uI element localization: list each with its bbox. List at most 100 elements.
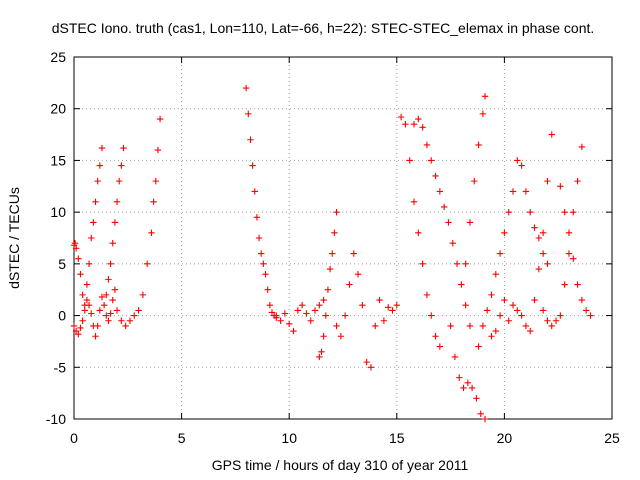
data-point [120, 144, 127, 152]
data-point [88, 234, 95, 242]
data-point [462, 260, 469, 268]
data-point [535, 234, 543, 242]
data-point [436, 343, 444, 350]
data-point [574, 177, 581, 185]
data-point [440, 203, 448, 211]
data-series [410, 115, 474, 330]
data-point [148, 229, 155, 237]
data-point [85, 302, 93, 309]
data-point [447, 322, 454, 330]
data-point [496, 312, 504, 319]
data-series [113, 115, 164, 330]
data-point [518, 162, 525, 169]
data-point [451, 353, 459, 361]
data-point [458, 281, 465, 288]
data-point [527, 327, 534, 335]
data-point [544, 260, 551, 268]
data-point [561, 208, 568, 216]
data-point [326, 265, 334, 273]
data-point [260, 260, 267, 268]
data-point [466, 322, 474, 330]
data-point [539, 307, 547, 314]
data-point [501, 229, 508, 237]
data-point [320, 296, 327, 304]
data-point [70, 322, 78, 330]
data-point [531, 224, 538, 231]
data-point [432, 333, 439, 340]
data-point [245, 110, 252, 118]
data-point [468, 384, 476, 392]
data-series [70, 144, 106, 309]
data-point [548, 131, 555, 138]
data-point [587, 312, 594, 319]
data-point [432, 172, 439, 180]
data-point [150, 198, 157, 205]
data-point [488, 291, 495, 299]
data-point [535, 265, 543, 273]
data-series [557, 183, 594, 319]
x-tick-label: 10 [281, 430, 297, 446]
data-point [475, 141, 482, 149]
data-point [131, 312, 138, 319]
data-point [410, 198, 418, 205]
data-point [72, 245, 80, 252]
tick-layer: 0 5 10 15 20 25 -10 -5 0 5 10 15 20 25 [46, 49, 620, 446]
data-point [341, 312, 349, 319]
data-point [251, 188, 258, 195]
data-point [518, 312, 525, 319]
data-point [402, 121, 409, 128]
data-point [94, 322, 101, 330]
y-tick-label: 15 [50, 152, 66, 168]
data-point [98, 293, 106, 301]
data-point [247, 136, 254, 143]
data-point [92, 198, 99, 205]
data-series [316, 208, 340, 361]
data-point [544, 177, 551, 185]
data-point [539, 250, 547, 257]
data-point [324, 286, 332, 293]
data-point [81, 307, 88, 314]
data-point [92, 333, 99, 340]
data-point [113, 198, 121, 205]
data-point [483, 307, 491, 314]
y-tick-label: 25 [50, 49, 66, 65]
data-point [75, 330, 82, 338]
data-point [118, 162, 125, 169]
data-point [143, 260, 151, 268]
data-point [578, 296, 586, 304]
data-series [333, 250, 400, 371]
data-point [329, 250, 336, 257]
data-point [253, 214, 261, 221]
data-point [570, 255, 577, 262]
data-point [122, 322, 129, 330]
data-point [113, 307, 121, 314]
data-point [428, 157, 435, 164]
data-point [514, 157, 521, 164]
data-point [481, 415, 489, 423]
data-series [70, 286, 119, 340]
data-point [96, 307, 104, 314]
x-tick-label: 25 [604, 430, 620, 446]
data-point [466, 219, 474, 226]
data-point [380, 317, 388, 324]
data-point [90, 219, 97, 226]
data-point [107, 310, 114, 317]
data-point [286, 320, 293, 328]
data-point [488, 333, 495, 340]
data-series [447, 322, 489, 423]
data-point [111, 219, 119, 226]
data-point [100, 302, 108, 309]
data-point [428, 312, 435, 319]
y-tick-label: 20 [50, 101, 66, 117]
data-point [548, 322, 555, 330]
data-point [103, 312, 110, 319]
chart-title: dSTEC Iono. truth (cas1, Lon=110, Lat=-6… [52, 20, 595, 36]
data-point [298, 302, 306, 309]
data-point [242, 84, 250, 92]
data-point [303, 310, 310, 317]
data-point [544, 317, 551, 324]
data-point [88, 310, 95, 317]
data-point [384, 304, 392, 311]
data-point [255, 234, 263, 242]
data-point [557, 312, 564, 319]
